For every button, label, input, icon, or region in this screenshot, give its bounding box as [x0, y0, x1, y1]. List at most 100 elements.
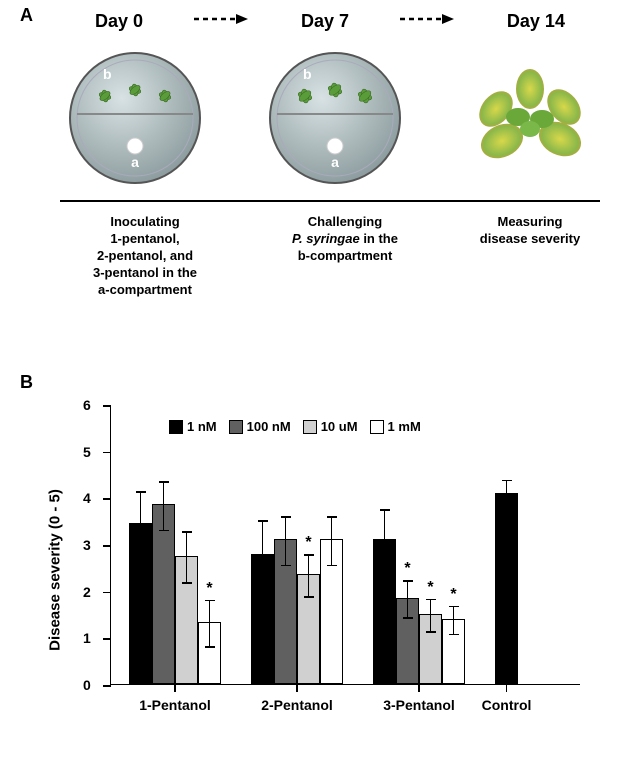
significance-marker: *	[206, 580, 212, 598]
error-cap	[182, 582, 192, 584]
error-bar	[140, 491, 142, 556]
dishes-row: b a	[60, 48, 600, 188]
compartment-b-label: b	[103, 66, 112, 82]
error-bar	[163, 481, 165, 530]
arrow-icon	[398, 10, 458, 33]
caption-day0: Inoculating 1-pentanol, 2-pentanol, and …	[60, 214, 230, 298]
y-tick	[103, 638, 111, 640]
error-cap	[426, 599, 436, 601]
x-group-label: 2-Pentanol	[261, 697, 333, 713]
y-tick	[103, 685, 111, 687]
error-cap	[327, 565, 337, 567]
error-cap	[258, 590, 268, 592]
legend-swatch	[303, 420, 317, 434]
error-bar	[331, 516, 333, 565]
error-cap	[304, 596, 314, 598]
x-group-label: 3-Pentanol	[383, 697, 455, 713]
legend-label: 100 nM	[247, 419, 291, 434]
chart-bar	[152, 504, 175, 684]
chart-bar	[495, 493, 518, 684]
legend-swatch	[370, 420, 384, 434]
error-cap	[327, 516, 337, 518]
error-bar	[453, 606, 455, 634]
error-bar	[430, 599, 432, 632]
panel-a-divider	[60, 200, 600, 202]
y-tick-label: 2	[83, 584, 91, 600]
y-tick-label: 1	[83, 630, 91, 646]
error-cap	[449, 606, 459, 608]
y-tick	[103, 545, 111, 547]
compartment-b-label: b	[303, 66, 312, 82]
legend-item: 1 nM	[169, 419, 217, 434]
y-tick	[103, 405, 111, 407]
petri-dish-day7: b a	[265, 48, 405, 188]
error-cap	[380, 572, 390, 574]
error-cap	[380, 509, 390, 511]
y-tick-label: 6	[83, 397, 91, 413]
error-cap	[304, 554, 314, 556]
captions-row: Inoculating 1-pentanol, 2-pentanol, and …	[60, 214, 600, 298]
x-tick	[506, 684, 508, 692]
error-bar	[407, 580, 409, 617]
error-cap	[403, 617, 413, 619]
error-cap	[426, 631, 436, 633]
x-group-label: Control	[482, 697, 532, 713]
error-bar	[209, 600, 211, 647]
error-cap	[281, 565, 291, 567]
error-cap	[159, 481, 169, 483]
error-cap	[182, 531, 192, 533]
legend-swatch	[229, 420, 243, 434]
error-cap	[205, 600, 215, 602]
significance-marker: *	[305, 534, 311, 552]
panel-a-label: A	[20, 5, 33, 26]
legend-swatch	[169, 420, 183, 434]
significance-marker: *	[450, 586, 456, 604]
y-tick-label: 5	[83, 444, 91, 460]
error-bar	[262, 520, 264, 590]
x-tick	[418, 684, 420, 692]
y-tick-label: 0	[83, 677, 91, 693]
compartment-a-label: a	[131, 154, 139, 170]
y-tick-label: 4	[83, 490, 91, 506]
error-bar	[285, 516, 287, 565]
legend-item: 10 uM	[303, 419, 358, 434]
error-bar	[186, 531, 188, 582]
compartment-a-label: a	[331, 154, 339, 170]
bar-chart: 1 nM100 nM10 uM1 mM 0123456*1-Pentanol*2…	[110, 405, 580, 685]
x-tick	[296, 684, 298, 692]
error-cap	[281, 516, 291, 518]
y-tick	[103, 452, 111, 454]
chart-legend: 1 nM 100 nM 10 uM 1 mM	[169, 417, 421, 436]
error-cap	[159, 530, 169, 532]
significance-marker: *	[404, 560, 410, 578]
legend-label: 10 uM	[321, 419, 358, 434]
petri-dish-day0: b a	[65, 48, 205, 188]
y-axis-label: Disease severity (0 - 5)	[47, 489, 64, 651]
legend-item: 1 mM	[370, 419, 421, 434]
error-cap	[205, 646, 215, 648]
error-bar	[506, 480, 508, 508]
y-tick	[103, 498, 111, 500]
timeline-row: Day 0 Day 7 Day 14	[60, 10, 600, 33]
panel-b-label: B	[20, 372, 33, 393]
y-tick-label: 3	[83, 537, 91, 553]
legend-item: 100 nM	[229, 419, 291, 434]
x-tick	[174, 684, 176, 692]
error-cap	[449, 634, 459, 636]
error-cap	[136, 557, 146, 559]
caption-day7: Challenging P. syringae in the b-compart…	[260, 214, 430, 298]
error-cap	[502, 508, 512, 510]
error-cap	[403, 580, 413, 582]
plant-day14	[465, 53, 595, 183]
y-tick	[103, 592, 111, 594]
day7-label: Day 7	[301, 11, 349, 32]
error-cap	[136, 491, 146, 493]
panel-b: Disease severity (0 - 5) 1 nM100 nM10 uM…	[60, 400, 600, 740]
arrow-icon	[192, 10, 252, 33]
panel-a: Day 0 Day 7 Day 14	[60, 10, 600, 298]
error-cap	[502, 480, 512, 482]
legend-label: 1 mM	[388, 419, 421, 434]
legend-label: 1 nM	[187, 419, 217, 434]
x-group-label: 1-Pentanol	[139, 697, 211, 713]
error-bar	[384, 509, 386, 572]
